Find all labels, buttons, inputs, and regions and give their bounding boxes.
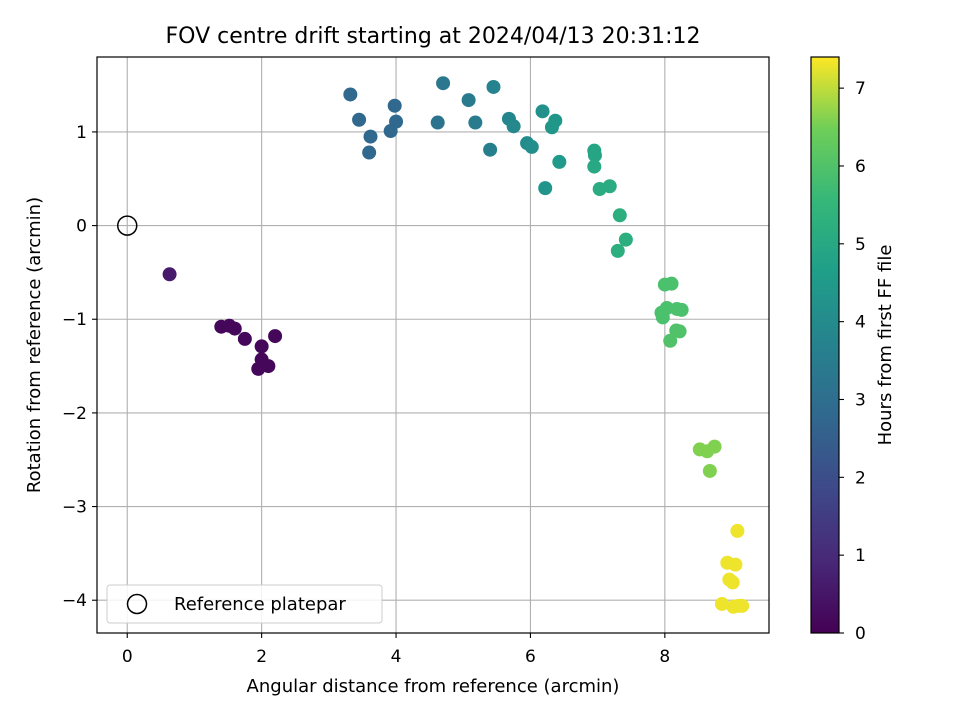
- scatter-point: [587, 148, 602, 163]
- scatter-point: [389, 114, 404, 129]
- x-tick-label: 2: [256, 647, 267, 667]
- y-tick-label: −3: [62, 498, 87, 518]
- y-axis-ticks: −4 −3 −2 −1 0 1: [62, 123, 97, 611]
- scatter-point: [735, 598, 750, 613]
- y-tick-label: 0: [76, 217, 87, 237]
- scatter-point: [707, 439, 722, 454]
- scatter-point: [343, 87, 358, 102]
- scatter-point: [702, 463, 717, 478]
- colorbar-tick-label: 6: [855, 157, 866, 177]
- x-tick-label: 4: [391, 647, 402, 667]
- scatter-point: [538, 181, 553, 196]
- y-tick-label: −4: [62, 591, 87, 611]
- colorbar-tick-label: 4: [855, 313, 866, 333]
- scatter-point: [618, 232, 633, 247]
- scatter-point: [483, 142, 498, 157]
- scatter-point: [227, 321, 242, 336]
- scatter-point: [602, 179, 617, 194]
- scatter-point: [663, 333, 678, 348]
- scatter-point: [552, 154, 567, 169]
- x-tick-label: 0: [122, 647, 133, 667]
- scatter-point: [725, 575, 740, 590]
- scatter-point: [714, 596, 729, 611]
- scatter-points: [162, 76, 750, 614]
- scatter-point: [612, 208, 627, 223]
- scatter-point: [610, 243, 625, 258]
- colorbar-tick-label: 0: [855, 624, 866, 644]
- scatter-point: [436, 76, 451, 91]
- scatter-point: [261, 359, 276, 374]
- colorbar-tick-label: 7: [855, 79, 866, 99]
- x-axis-label: Angular distance from reference (arcmin): [247, 676, 620, 697]
- scatter-point: [535, 104, 550, 119]
- scatter-point: [730, 523, 745, 538]
- scatter-point: [486, 79, 501, 94]
- colorbar: 0 1 2 3 4 5 6 7 Hours from first FF file: [810, 56, 896, 644]
- scatter-point: [387, 98, 402, 113]
- y-axis-label: Rotation from reference (arcmin): [24, 197, 45, 493]
- reference-marker: [116, 215, 138, 236]
- colorbar-ticks: 0 1 2 3 4 5 6 7: [839, 79, 866, 644]
- scatter-point: [363, 129, 378, 144]
- legend: Reference platepar: [106, 584, 383, 624]
- scatter-point: [655, 310, 670, 325]
- colorbar-label: Hours from first FF file: [875, 245, 896, 446]
- y-tick-label: −1: [62, 310, 87, 330]
- scatter-point: [506, 119, 521, 134]
- scatter-point: [524, 139, 539, 154]
- scatter-point: [728, 557, 743, 572]
- legend-label: Reference platepar: [174, 594, 346, 615]
- legend-box: [106, 584, 383, 624]
- plot-frame: [96, 56, 770, 634]
- scatter-point: [674, 302, 689, 317]
- scatter-point: [548, 113, 563, 128]
- y-tick-label: 1: [76, 123, 87, 143]
- scatter-point: [362, 145, 377, 160]
- colorbar-gradient: [810, 56, 840, 634]
- y-tick-label: −2: [62, 404, 87, 424]
- scatter-point: [237, 331, 252, 346]
- legend-marker: [126, 593, 148, 615]
- scatter-point: [254, 339, 269, 354]
- scatter-point: [461, 93, 476, 108]
- x-axis-ticks: 0 2 4 6 8: [122, 633, 670, 667]
- colorbar-tick-label: 3: [855, 390, 866, 410]
- scatter-point: [587, 159, 602, 174]
- scatter-point: [162, 267, 177, 282]
- x-tick-label: 8: [659, 647, 670, 667]
- scatter-point: [268, 329, 283, 344]
- scatter-point: [468, 115, 483, 130]
- scatter-point: [430, 115, 445, 130]
- scatter-point: [352, 112, 367, 127]
- x-tick-label: 6: [525, 647, 536, 667]
- colorbar-tick-label: 1: [855, 546, 866, 566]
- chart-title: FOV centre drift starting at 2024/04/13 …: [166, 24, 701, 49]
- scatter-point: [672, 324, 687, 339]
- scatter-point: [664, 276, 679, 291]
- colorbar-tick-label: 2: [855, 468, 866, 488]
- colorbar-tick-label: 5: [855, 235, 866, 255]
